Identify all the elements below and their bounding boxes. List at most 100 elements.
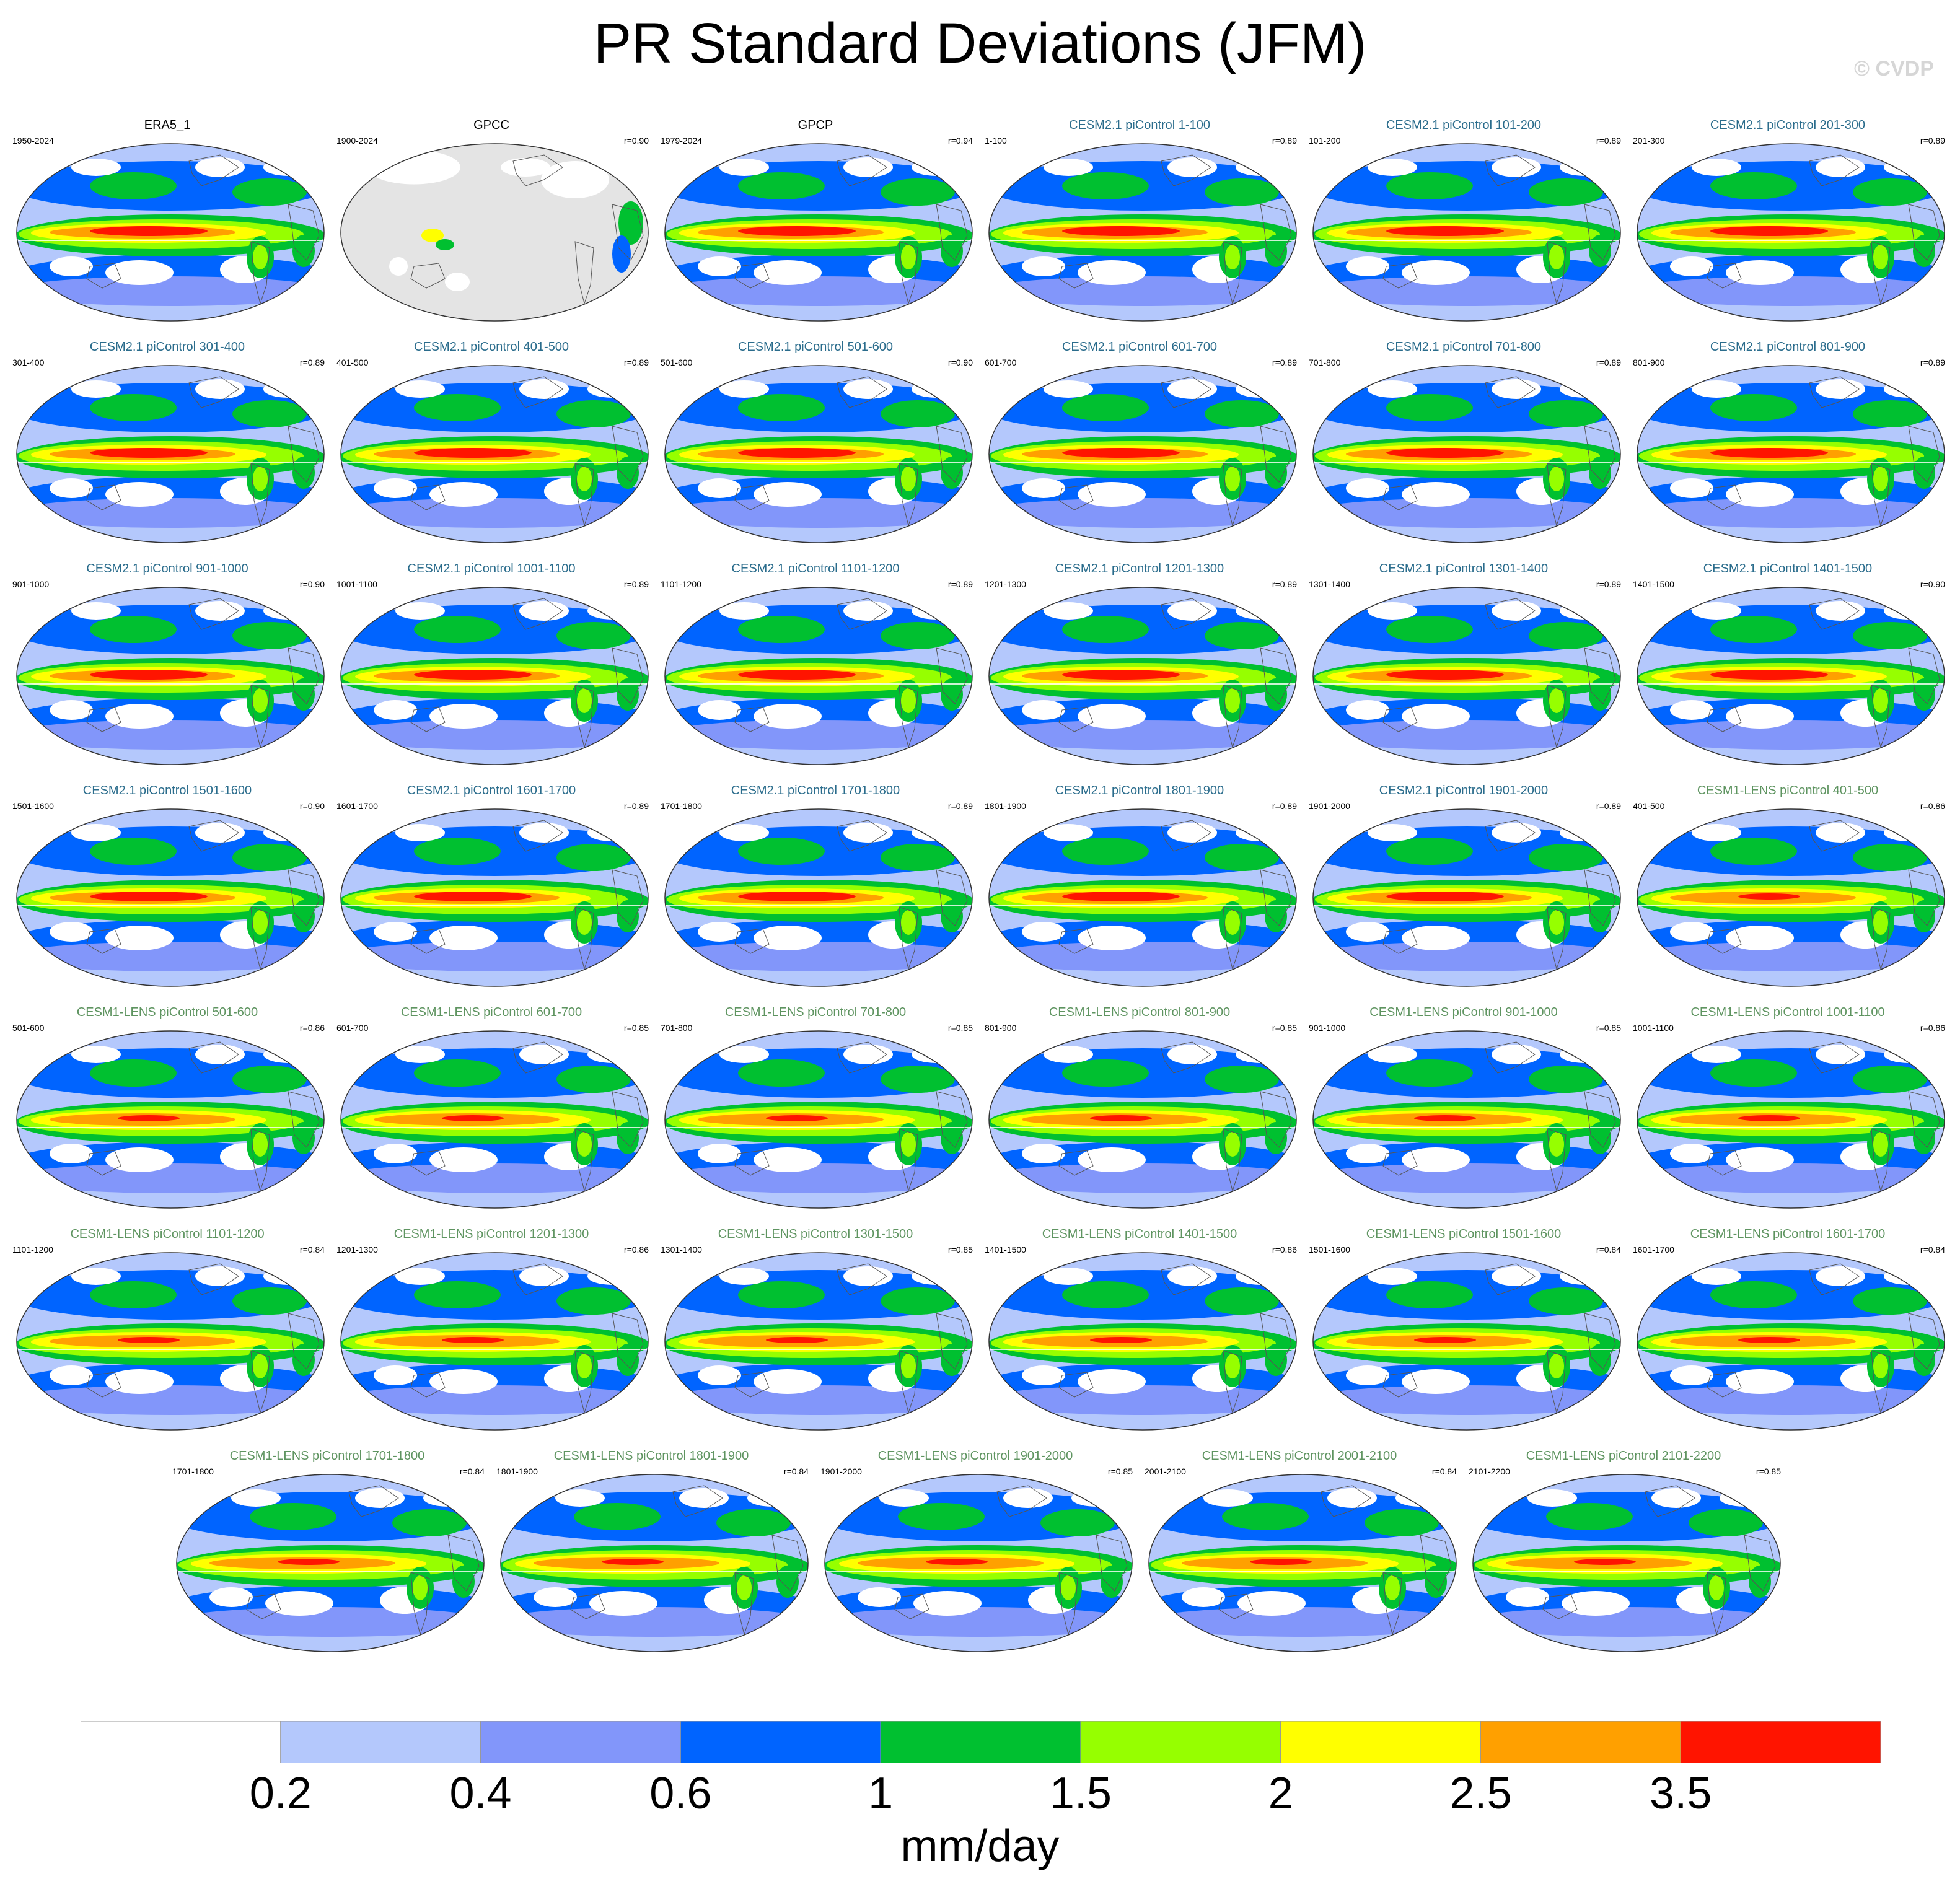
panel-year-range: 801-900 [1633,357,1665,367]
precip-std-map [1637,365,1945,543]
page-title: PR Standard Deviations (JFM) [593,12,1367,75]
map-panel: CESM1-LENS piControl 1301-1500 1301-1400 r… [654,1227,977,1431]
panel-pattern-correlation: r=0.86 [1272,1245,1297,1255]
precip-std-map [16,365,325,543]
panel-title: CESM2.1 piControl 1601-1700 [407,784,576,797]
panel-year-range: 1101-1200 [661,579,701,589]
panel-title: CESM2.1 piControl 501-600 [737,340,894,354]
colorbar-tick-label: 2.5 [1449,1769,1512,1818]
precip-std-map [340,1252,649,1431]
precip-std-map [988,1030,1297,1209]
precip-std-map [340,587,649,765]
map-panel: CESM2.1 piControl 601-700 601-700 r=0.89 [978,340,1301,544]
panel-title: CESM1-LENS piControl 1301-1500 [718,1227,913,1241]
land-precip-patch [612,235,631,273]
precip-std-map [1312,587,1621,765]
panel-title: CESM1-LENS piControl 1201-1300 [393,1227,589,1241]
panel-title: CESM2.1 piControl 801-900 [1710,340,1866,354]
panel-title: CESM1-LENS piControl 1401-1500 [1042,1227,1237,1241]
colorbar-bin [680,1721,881,1763]
colorbar-bin [1680,1721,1881,1763]
precip-std-map [1472,1474,1781,1652]
panel-year-range: 301-400 [12,357,45,367]
panel-pattern-correlation: r=0.89 [1596,579,1621,589]
panel-pattern-correlation: r=0.84 [299,1245,325,1255]
precip-std-map [1637,1030,1945,1209]
panel-year-range: 1701-1800 [661,801,702,811]
precip-std-map [16,808,325,987]
panel-title: CESM2.1 piControl 1001-1100 [407,562,576,576]
panel-year-range: 1001-1100 [336,579,377,589]
colorbar [81,1721,1881,1763]
panel-year-range: 1501-1600 [1309,1245,1350,1255]
panel-pattern-correlation: r=0.84 [783,1466,809,1476]
panel-title: CESM1-LENS piControl 501-600 [76,1006,258,1019]
map-panel: CESM2.1 piControl 801-900 801-900 r=0.89 [1627,340,1949,544]
precip-std-map [988,365,1297,543]
panel-year-range: 1201-1300 [985,579,1026,589]
panel-pattern-correlation: r=0.89 [1596,801,1621,811]
colorbar-tick-label: 2 [1268,1769,1293,1818]
panel-pattern-correlation: r=0.86 [299,1023,325,1033]
precip-std-map [340,1030,649,1209]
panel-year-range: 2001-2100 [1145,1466,1186,1476]
map-panel: CESM1-LENS piControl 1501-1600 1501-1600 r… [1303,1227,1625,1431]
panel-title: GPCP [798,118,833,132]
precip-std-map [988,808,1297,987]
precip-std-map [664,365,973,543]
panel-title: CESM2.1 piControl 1701-1800 [731,784,900,797]
panel-title: CESM2.1 piControl 1201-1300 [1055,562,1224,576]
panel-year-range: 1601-1700 [1633,1245,1674,1255]
panel-year-range: 1101-1200 [12,1245,53,1255]
panel-year-range: 601-700 [985,357,1017,367]
panel-pattern-correlation: r=0.89 [947,579,973,589]
panel-title: CESM1-LENS piControl 601-700 [400,1006,582,1019]
map-panel: CESM2.1 piControl 1801-1900 1801-1900 r=0.… [978,783,1301,988]
map-panel: CESM1-LENS piControl 801-900 801-900 r=0.8… [978,1005,1301,1209]
colorbar-tick-label: 0.2 [249,1769,312,1818]
panel-year-range: 1201-1300 [336,1245,378,1255]
precip-std-map [1637,1252,1945,1431]
map-panel: CESM1-LENS piControl 1701-1800 1701-1800 r… [166,1448,488,1653]
panel-pattern-correlation: r=0.85 [947,1245,973,1255]
precip-std-map [340,365,649,543]
panel-pattern-correlation: r=0.85 [1756,1466,1781,1476]
colorbar-bin [280,1721,481,1763]
panel-year-range: 1801-1900 [985,801,1026,811]
precip-std-map [16,587,325,765]
panel-title: CESM2.1 piControl 601-700 [1061,340,1218,354]
colorbar-bin [480,1721,681,1763]
colorbar-bin [880,1721,1081,1763]
panel-title: CESM2.1 piControl 201-300 [1710,118,1866,132]
map-panel: CESM2.1 piControl 1101-1200 1101-1200 r=0.… [654,561,977,766]
panel-year-range: 701-800 [661,1023,693,1033]
map-panel: CESM2.1 piControl 301-400 301-400 r=0.89 [6,340,328,544]
precip-std-map [1637,587,1945,765]
precip-std-map [1312,143,1621,322]
precip-std-map [1312,365,1621,543]
map-panel: CESM2.1 piControl 901-1000 901-1000 r=0.90 [6,561,328,766]
precip-std-map [988,587,1297,765]
colorbar-tick-label: 3.5 [1650,1769,1712,1818]
map-panel: CESM2.1 piControl 1201-1300 1201-1300 r=0.… [978,561,1301,766]
panel-title: CESM2.1 piControl 301-400 [89,340,245,354]
panel-year-range: 1979-2024 [661,136,702,146]
colorbar-bin [1080,1721,1281,1763]
panel-title: CESM2.1 piControl 1801-1900 [1055,784,1224,797]
panel-pattern-correlation: r=0.89 [299,357,325,367]
land-precip-patch [367,150,460,185]
map-panel: GPCC 1900-2024 r=0.90 [330,118,653,322]
panel-year-range: 501-600 [12,1023,45,1033]
map-panel: CESM1-LENS piControl 1601-1700 1601-1700 r… [1627,1227,1949,1431]
panel-pattern-correlation: r=0.85 [947,1023,973,1033]
panel-pattern-correlation: r=0.89 [623,579,649,589]
panel-year-range: 1950-2024 [12,136,54,146]
panel-title: CESM1-LENS piControl 2001-2100 [1202,1449,1397,1463]
map-panel: CESM1-LENS piControl 901-1000 901-1000 r=0… [1303,1005,1625,1209]
panel-title: CESM1-LENS piControl 1501-1600 [1366,1227,1562,1241]
map-panel: CESM1-LENS piControl 1001-1100 1001-1100 r… [1627,1005,1949,1209]
colorbar-bin [1480,1721,1681,1763]
precip-std-map [1637,143,1945,322]
land-precip-patch [436,239,454,250]
precip-std-map [340,143,649,322]
